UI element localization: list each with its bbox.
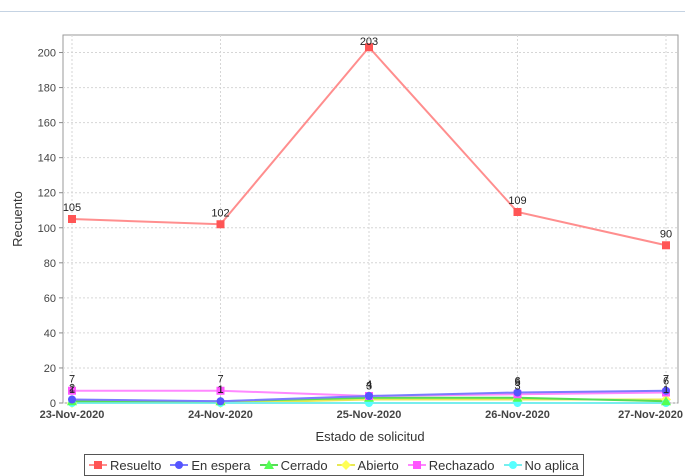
data-point <box>661 396 671 406</box>
top-border <box>0 11 685 12</box>
plot-area <box>62 34 679 404</box>
legend-item: Rechazado <box>407 457 495 473</box>
data-label: 2 <box>69 382 75 394</box>
data-label: 105 <box>63 202 81 214</box>
legend-item: Resuelto <box>89 458 161 473</box>
data-label: 7 <box>217 374 223 386</box>
legend-swatch <box>89 461 107 469</box>
data-label: 1 <box>217 384 223 396</box>
y-tick-label: 180 <box>38 83 56 95</box>
data-label: 7 <box>69 374 75 386</box>
y-axis-title: Recuento <box>10 191 25 247</box>
data-point <box>662 241 670 250</box>
legend-label: Abierto <box>357 457 399 473</box>
y-tick-label: 160 <box>38 118 56 130</box>
y-tick-label: 100 <box>38 223 56 235</box>
legend-swatch-marker <box>175 461 184 469</box>
legend-label: Resuelto <box>110 457 162 473</box>
data-point <box>216 397 225 406</box>
data-label: 3 <box>514 381 520 393</box>
data-label: 4 <box>366 379 372 391</box>
legend-item: En espera <box>170 457 251 473</box>
y-tick-label: 0 <box>50 398 56 410</box>
data-point <box>513 388 522 397</box>
y-tick-label: 140 <box>38 153 56 165</box>
data-label: 109 <box>508 195 526 207</box>
data-label: 1 <box>69 384 75 396</box>
data-label: 203 <box>360 36 378 48</box>
data-point <box>216 220 225 229</box>
y-tick-label: 60 <box>44 293 56 305</box>
data-label: 4 <box>366 379 372 391</box>
x-tick-label: 25-Nov-2020 <box>337 409 402 421</box>
data-point <box>662 386 670 395</box>
legend-label: Cerrado <box>280 457 328 473</box>
data-label: 7 <box>663 374 669 386</box>
legend-item: No aplica <box>503 457 579 473</box>
x-axis-title: Estado de solicitud <box>315 429 424 444</box>
legend-swatch-marker <box>508 461 517 469</box>
data-point <box>68 395 76 404</box>
legend-swatch <box>503 461 522 469</box>
y-tick-label: 200 <box>38 48 56 60</box>
x-tick-label: 24-Nov-2020 <box>188 409 253 421</box>
legend-swatch <box>259 460 278 469</box>
legend-swatch <box>170 461 189 469</box>
legend-label: Rechazado <box>428 457 495 473</box>
data-point <box>365 43 373 52</box>
data-label: 5 <box>514 377 520 389</box>
data-point <box>365 391 373 400</box>
y-axis: 0 20 40 60 80 100 120 140 160 180 200 <box>38 48 63 410</box>
data-point <box>513 207 522 216</box>
x-tick-label: 27-Nov-2020 <box>618 409 683 421</box>
y-tick-label: 20 <box>44 363 56 375</box>
legend-item: Abierto <box>336 457 399 473</box>
legend: Resuelto En espera Cerrado Abierto Rechazado… <box>84 454 584 476</box>
x-tick-label: 26-Nov-2020 <box>485 409 550 421</box>
y-tick-label: 80 <box>44 258 56 270</box>
data-label: 3 <box>366 381 372 393</box>
x-axis: 23-Nov-2020 24-Nov-2020 25-Nov-2020 26-Nov-… <box>40 403 683 421</box>
data-label: 90 <box>660 228 672 240</box>
data-label: 102 <box>211 207 229 219</box>
data-label: 1 <box>663 384 669 396</box>
legend-swatch-marker <box>94 461 102 469</box>
legend-label: En espera <box>191 457 251 473</box>
legend-label: No aplica <box>524 457 579 473</box>
data-point <box>68 215 76 223</box>
y-tick-label: 120 <box>38 188 56 200</box>
data-point <box>68 386 76 395</box>
series-markers <box>67 43 671 408</box>
legend-swatch <box>336 460 355 470</box>
legend-swatch-marker <box>263 460 274 469</box>
legend-swatch <box>407 461 426 469</box>
legend-swatch-marker <box>340 460 351 470</box>
data-label: 6 <box>663 375 669 387</box>
legend-swatch-marker <box>412 461 421 469</box>
y-tick-label: 40 <box>44 328 56 340</box>
legend-item: Cerrado <box>259 457 328 473</box>
data-label: 1 <box>217 384 223 396</box>
x-tick-label: 23-Nov-2020 <box>40 409 105 421</box>
data-label: 6 <box>514 375 520 387</box>
data-point <box>216 386 225 395</box>
